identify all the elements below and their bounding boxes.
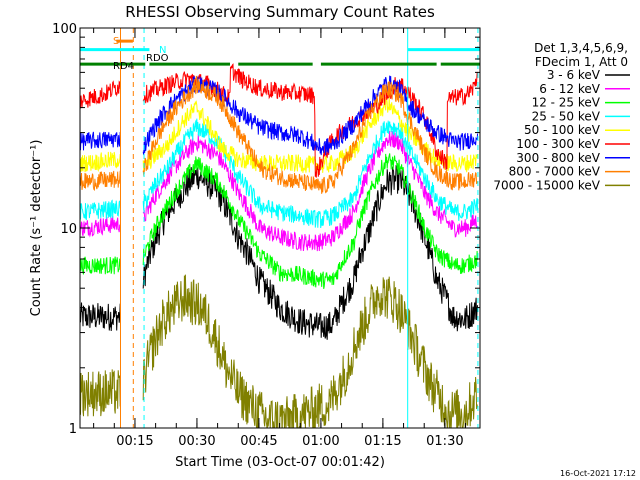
y-tick-label-1: 1 (69, 422, 77, 437)
legend-label-5: 50 - 100 keV (524, 123, 601, 137)
series-line-4-segment-3 (407, 141, 479, 221)
series-line-7-segment-2 (142, 75, 408, 156)
legend-label-4: 25 - 50 keV (532, 109, 601, 123)
flag-label-rdo: RDO (146, 53, 169, 64)
series-line-8-segment-1 (80, 170, 121, 192)
x-tick-label-5: 01:15 (364, 434, 401, 449)
series-line-8-segment-2 (142, 75, 408, 194)
legend-label-3: 12 - 25 keV (532, 96, 601, 110)
flag-label-s: S (113, 36, 119, 47)
series-line-6-segment-3 (407, 71, 479, 170)
y-tick-label-2: 10 (60, 222, 77, 237)
flag-label-rd4: RD4 (113, 61, 134, 72)
series-line-3-segment-2 (142, 153, 408, 290)
x-axis-label: Start Time (03-Oct-07 00:01:42) (175, 455, 385, 470)
series-line-1-segment-3 (407, 181, 479, 332)
series-line-5-segment-2 (142, 96, 408, 175)
series-line-6-segment-1 (80, 80, 121, 109)
legend-label-2: 6 - 12 keV (539, 82, 601, 96)
flag-label-n: N (159, 45, 166, 56)
series-line-3-segment-3 (407, 184, 479, 274)
x-tick-label-2: 00:30 (178, 434, 215, 449)
footer-date: 16-Oct-2021 17:12 (560, 469, 636, 478)
legend-label-6: 100 - 300 keV (516, 137, 600, 151)
series-line-3-segment-1 (80, 256, 121, 275)
legend-label-1: 3 - 6 keV (547, 68, 601, 82)
legend-label-9: 7000 - 15000 keV (493, 178, 600, 192)
series-line-5-segment-1 (80, 151, 121, 173)
series-line-9-segment-2 (142, 274, 408, 428)
legend-header-line-2: FDecim 1, Att 0 (535, 55, 628, 69)
y-tick-label-3: 100 (52, 22, 77, 37)
series-line-4-segment-1 (80, 199, 121, 221)
series-line-2-segment-1 (80, 215, 121, 238)
series-traces (80, 63, 479, 428)
series-line-8-segment-3 (407, 111, 479, 191)
chart-title: RHESSI Observing Summary Count Rates (125, 3, 435, 21)
series-line-7-segment-1 (80, 131, 121, 151)
legend-label-8: 800 - 7000 keV (509, 165, 601, 179)
series-line-1-segment-2 (142, 164, 408, 340)
y-axis-label: Count Rate (s⁻¹ detector⁻¹) (29, 140, 44, 317)
legend: Det 1,3,4,5,6,9,FDecim 1, Att 03 - 6 keV… (493, 41, 630, 192)
x-tick-label-3: 00:45 (240, 434, 277, 449)
series-line-6-segment-2 (142, 63, 408, 178)
series-line-4-segment-2 (142, 118, 408, 229)
series-line-9-segment-3 (407, 308, 478, 428)
series-line-2-segment-2 (142, 130, 408, 252)
series-line-7-segment-3 (407, 100, 479, 151)
series-line-9-segment-1 (80, 369, 121, 417)
x-tick-label-4: 01:00 (302, 434, 339, 449)
series-line-2-segment-3 (407, 154, 478, 238)
x-tick-label-1: 00:15 (116, 434, 153, 449)
x-tick-label-6: 01:30 (426, 434, 463, 449)
legend-label-7: 300 - 800 keV (516, 151, 600, 165)
series-line-1-segment-1 (80, 302, 121, 332)
legend-header-line-1: Det 1,3,4,5,6,9, (534, 41, 628, 55)
